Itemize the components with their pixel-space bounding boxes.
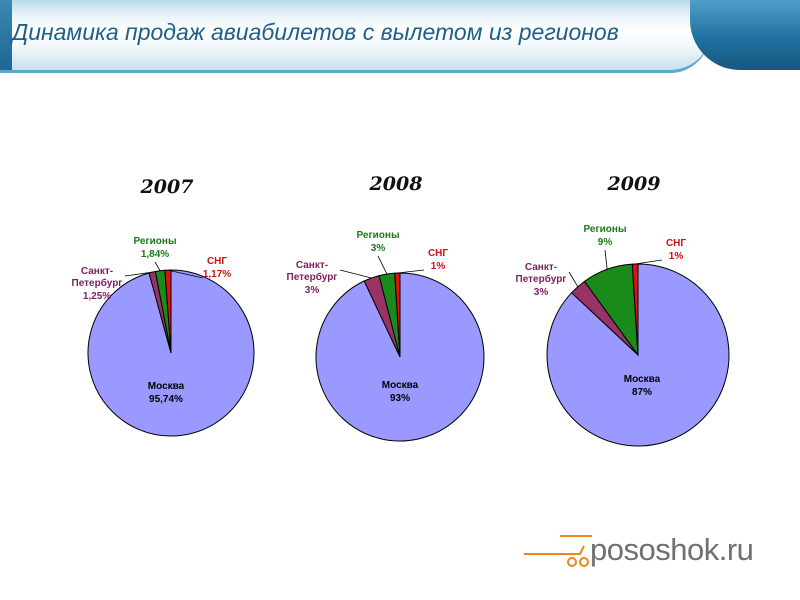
slice-label-regions: Регионы 1,84% (134, 236, 177, 260)
slice-name-line: Санкт- (296, 260, 328, 271)
slice-label-moscow: Москва 93% (382, 380, 419, 404)
slice-value: 3% (371, 243, 386, 254)
chart-title: 2007 (140, 176, 194, 198)
logo-plane-icon (524, 535, 592, 567)
slice-label-regions: Регионы 3% (357, 230, 400, 254)
header-tab-decoration (690, 0, 800, 70)
slice-label-cis: СНГ 1% (666, 238, 686, 262)
slice-label-spb: Санкт-Петербург 3% (287, 260, 338, 296)
slice-value: 1,84% (141, 249, 169, 260)
slice-value: 95,74% (149, 394, 183, 405)
slice-name: СНГ (207, 256, 227, 267)
slice-label-moscow: Москва 95,74% (148, 381, 185, 405)
slice-name: Регионы (134, 236, 177, 247)
leader-line-cis (167, 269, 204, 279)
slice-value: 93% (390, 393, 410, 404)
slice-value: 3% (305, 285, 320, 296)
slice-name: Москва (148, 381, 185, 392)
chart-title: 2009 (607, 173, 661, 195)
slice-name: Москва (624, 374, 661, 385)
leader-line-spb (124, 271, 153, 277)
slice-name-line: Санкт- (525, 262, 557, 273)
slice-value: 1,25% (83, 291, 111, 302)
slice-value: 87% (632, 387, 652, 398)
slice-name-line: Петербург (287, 271, 338, 283)
leader-line-cis (635, 259, 663, 265)
slice-name-line: Санкт- (81, 266, 113, 277)
slice-label-spb: Санкт-Петербург 3% (516, 262, 567, 298)
slice-name: Регионы (357, 230, 400, 241)
slice-value: 9% (598, 237, 613, 248)
slice-value: 3% (534, 287, 549, 298)
slice-name: СНГ (428, 248, 448, 259)
leader-line-regions (154, 261, 161, 271)
slice-label-regions: Регионы 9% (584, 224, 627, 248)
leader-line-regions (377, 255, 388, 275)
slice-name-line: Петербург (72, 277, 123, 289)
slice-label-cis: СНГ 1,17% (203, 256, 231, 280)
slice-value: 1% (431, 261, 446, 272)
slice-label-spb: Санкт-Петербург 1,25% (72, 266, 123, 302)
logo-text: pososhok.ru (590, 532, 754, 567)
page-title: Динамика продаж авиабилетов с вылетом из… (12, 19, 619, 45)
slice-value: 1,17% (203, 269, 231, 280)
slice-name: Регионы (584, 224, 627, 235)
leader-line-spb (568, 271, 579, 287)
logo: pososhok.ru (522, 528, 782, 576)
slice-name-line: Петербург (516, 273, 567, 285)
slice-value: 1% (669, 251, 684, 262)
chart-title: 2008 (369, 173, 423, 195)
slice-name: Москва (382, 380, 419, 391)
header-bar (0, 0, 710, 73)
pie-chart-2007: 2007 Москва 95,74% Санкт-Петербург 1,25% Реги… (72, 176, 255, 437)
leader-line-cis (397, 269, 425, 274)
pie-chart-2009: 2009 Москва 87% Санкт-Петербург 3% Регионы 9% С… (516, 173, 730, 447)
slice-name: СНГ (666, 238, 686, 249)
slice-label-moscow: Москва 87% (624, 374, 661, 398)
leader-line-spb (339, 269, 372, 279)
slice-label-cis: СНГ 1% (428, 248, 448, 272)
leader-line-regions (604, 249, 608, 270)
